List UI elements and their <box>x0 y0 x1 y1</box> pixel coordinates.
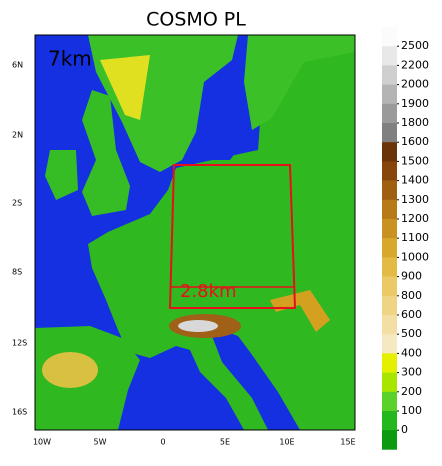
colorbar-label: 900 <box>401 270 422 283</box>
map-frame <box>34 34 356 431</box>
colorbar-swatch <box>382 46 397 66</box>
colorbar-label: 1800 <box>401 116 429 129</box>
colorbar-swatch <box>382 315 397 335</box>
colorbar-label: 1400 <box>401 174 429 187</box>
baltic-sea <box>198 118 246 160</box>
colorbar-swatch <box>382 257 397 277</box>
lon-label: 15E <box>340 438 355 447</box>
colorbar-label: 1200 <box>401 212 429 225</box>
colorbar-swatch <box>382 103 397 124</box>
colorbar-label: 0 <box>401 423 408 436</box>
colorbar-swatch <box>382 219 397 239</box>
colorbar-label: 200 <box>401 385 422 398</box>
colorbar-swatch <box>382 295 397 316</box>
colorbar-label: 500 <box>401 327 422 340</box>
land-ireland <box>45 150 78 200</box>
lat-label: 8S <box>12 268 22 277</box>
highland-carpathians <box>270 290 330 332</box>
lon-label: 5E <box>220 438 230 447</box>
colorbar-swatch <box>382 276 397 297</box>
lon-label: 10W <box>33 438 51 447</box>
colorbar-label: 1000 <box>401 250 429 263</box>
colorbar-swatch <box>382 391 397 412</box>
colorbar-swatch <box>382 123 397 143</box>
land-finland <box>244 35 355 130</box>
colorbar-label: 2200 <box>401 58 429 71</box>
colorbar-swatch <box>382 142 397 162</box>
land-continent <box>88 40 355 430</box>
colorbar-label: 400 <box>401 346 422 359</box>
highland-scandinavia <box>100 55 150 120</box>
colorbar-swatch <box>382 180 397 201</box>
colorbar-swatch <box>382 161 397 181</box>
colorbar-label: 1600 <box>401 135 429 148</box>
lon-label: 0 <box>160 438 165 447</box>
colorbar-swatch <box>382 430 397 450</box>
annotation-2-8km: 2.8km <box>180 281 237 302</box>
lat-label: 2S <box>12 199 22 208</box>
colorbar-swatch <box>382 411 397 431</box>
colorbar-label: 2500 <box>401 39 429 52</box>
lat-label: 12S <box>12 339 27 348</box>
colorbar-label: 1100 <box>401 231 429 244</box>
highland-iberia <box>42 352 98 388</box>
title: COSMO PL <box>146 9 246 31</box>
colorbar-swatch <box>382 353 397 373</box>
colorbar-swatch <box>382 199 397 220</box>
lon-label: 10E <box>279 438 294 447</box>
land-britain <box>82 90 130 216</box>
colorbar-label: 800 <box>401 289 422 302</box>
annotation-7km: 7km <box>48 47 92 71</box>
colorbar-label: 1300 <box>401 193 429 206</box>
colorbar-label: 100 <box>401 404 422 417</box>
colorbar-swatch <box>382 238 397 258</box>
colorbar-label: 300 <box>401 366 422 379</box>
colorbar-label: 600 <box>401 308 422 321</box>
colorbar-swatch <box>382 372 397 393</box>
colorbar-swatch <box>382 84 397 105</box>
lat-label: 6N <box>12 61 23 70</box>
lon-label: 5W <box>94 438 107 447</box>
lat-label: 2N <box>12 131 23 140</box>
colorbar-swatch <box>382 65 397 85</box>
colorbar-swatch <box>382 27 397 47</box>
colorbar-label: 1900 <box>401 97 429 110</box>
colorbar-label: 2000 <box>401 78 429 91</box>
colorbar-swatch <box>382 334 397 354</box>
map <box>35 35 355 430</box>
colorbar-label: 1500 <box>401 154 429 167</box>
lat-label: 16S <box>12 408 27 417</box>
alps-snow <box>178 320 218 332</box>
inner-domain <box>168 164 297 309</box>
